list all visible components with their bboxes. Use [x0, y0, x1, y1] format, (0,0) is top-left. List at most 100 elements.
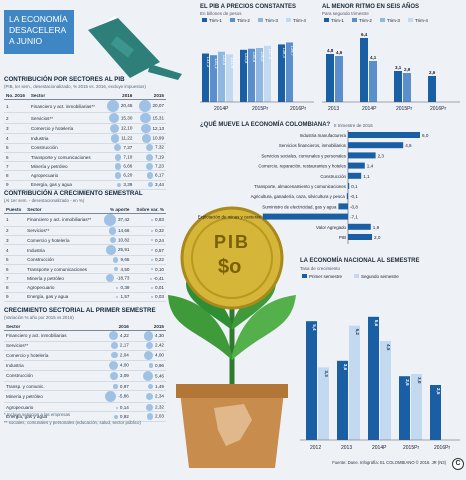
cell-text: 7: [6, 163, 9, 169]
legend-swatch: [258, 18, 263, 22]
value-bubble: [111, 351, 118, 359]
table-cell: Servicios**: [25, 226, 100, 236]
semester-chart: Primer semestre Segundo semestre 5,4 3,3 201…: [300, 274, 460, 451]
table-header: Puesto Sector% aporte Sobre var. %: [4, 205, 166, 215]
cell-text: Agropecuario: [6, 404, 34, 410]
table-cell: 2,03: [130, 411, 166, 422]
value-bubble: [108, 112, 119, 124]
value-bubble: [147, 383, 154, 390]
table-row: 3 Comercio y hotelería 10,82 0,24: [4, 235, 166, 246]
legend-swatch: [324, 18, 329, 22]
coin-text: PIB: [214, 232, 251, 252]
growth-subtitle: (Al 1er sem. - desestacionalizado - en %…: [4, 198, 85, 203]
moves-category: PIB: [339, 235, 346, 240]
cell-text: 8: [6, 285, 9, 291]
cell-text: 14,66: [117, 228, 130, 234]
cell-text: Comercio y hotelería: [27, 237, 70, 243]
moves-value: 1,4: [367, 164, 374, 169]
semester-bar-label: 3,6: [343, 364, 348, 371]
table-cell: 0,10: [131, 264, 166, 275]
legend-swatch: [286, 18, 291, 22]
cell-text: 3: [6, 237, 9, 243]
value-bubble: [110, 134, 120, 143]
header-cell: 2015: [134, 91, 166, 101]
table-cell: 4,22: [93, 330, 131, 342]
slow-bar-label: 4,8: [327, 48, 334, 53]
value-bubble: [115, 406, 118, 409]
value-bubble: [114, 267, 119, 272]
cell-text: 20,07: [152, 103, 165, 109]
table-cell: 7,32: [134, 143, 166, 154]
table-row: 5 Construcción 9,65 0,22: [4, 255, 166, 266]
table-cell: 3,39: [102, 180, 135, 190]
table-cell: 2,04: [93, 350, 131, 361]
cell-text: 1,49: [155, 383, 164, 389]
header-cell: Sobre var. %: [131, 205, 166, 215]
value-bubble: [142, 370, 154, 382]
table-row: Industria 4,00 0,96: [4, 360, 166, 371]
value-bubble: [113, 384, 118, 389]
value-bubble: [109, 124, 119, 134]
value-bubble: [114, 172, 122, 179]
value-bubble: [151, 239, 154, 242]
cell-text: 4,00: [119, 362, 129, 368]
slow-bar-label: 4,1: [370, 55, 377, 60]
cell-text: 0,10: [155, 266, 164, 272]
pib-bar: [286, 42, 293, 102]
table-cell: Transporte y comunicaciones: [28, 152, 103, 163]
pib-category: 2015Pr: [252, 106, 268, 112]
semester-bar-label: 2,5: [436, 388, 441, 395]
semester-subtitle: Tasa de crecimiento: [300, 266, 341, 271]
cell-text: Transporte y comunicaciones: [30, 154, 91, 160]
table-cell: Comercio y hotelería: [28, 123, 103, 135]
pib-bar-label: 132,3: [206, 57, 211, 68]
moves-value: 1,1: [363, 174, 370, 179]
table-cell: 0,92: [93, 411, 131, 422]
sectors-table: No. 2016 Sector 2016 2015 1 Financiero y act.…: [4, 91, 166, 190]
cell-text: 6: [6, 154, 9, 160]
semester-bar-label: 5,2: [355, 329, 360, 336]
pib-bar: [218, 51, 225, 102]
cell-text: 7,37: [123, 145, 133, 151]
cell-text: Energía, gas y agua: [6, 414, 48, 420]
table-cell: 4: [4, 244, 26, 256]
cell-text: 1: [6, 103, 9, 109]
value-bubble: [112, 256, 119, 263]
cell-text: 2: [6, 115, 9, 121]
cell-text: 0,22: [155, 257, 164, 263]
table-cell: Minería y petróleo: [4, 390, 94, 404]
cell-text: Minería y petróleo: [30, 163, 68, 169]
table-cell: Construcción: [4, 370, 94, 383]
cell-text: 7,23: [155, 163, 164, 169]
table-cell: Industria: [28, 133, 103, 144]
moves-bar: [348, 223, 371, 230]
table-cell: Transp. y comunic.: [4, 381, 94, 392]
coin-icon: [180, 206, 284, 310]
value-bubble: [109, 236, 116, 244]
table-row: Construcción 3,09 5,46: [4, 370, 166, 383]
table-cell: Construcción: [25, 255, 100, 266]
value-bubble: [151, 230, 154, 233]
semester-category: 2016Pr: [434, 445, 450, 451]
table-row: 7 Minería y petróleo 6,66 7,23: [4, 161, 166, 172]
value-bubble: [106, 274, 115, 283]
header-cell: Sector: [4, 322, 94, 332]
table-cell: 0,39: [99, 282, 132, 293]
table-cell: 0,22: [131, 255, 166, 266]
cell-text: 9: [6, 294, 9, 300]
slow-bar: [428, 76, 436, 102]
cell-text: 4,30: [155, 333, 164, 339]
note-1: * Incluye servicios a las empresas: [4, 412, 71, 417]
cell-text: Energía, gas y agua: [30, 182, 72, 188]
value-bubble: [148, 363, 154, 368]
value-bubble: [144, 350, 154, 360]
legend-label: Trim-4: [293, 18, 306, 23]
cell-text: Construcción: [6, 373, 33, 379]
semester-bar-label: 5,6: [374, 320, 379, 327]
table-cell: Agropecuario: [25, 282, 100, 293]
legend-swatch: [354, 274, 359, 278]
plant-icon: [168, 282, 296, 420]
moves-category: Suministro de electricidad, gas y agua: [262, 204, 337, 209]
table-cell: Servicios**: [28, 112, 103, 125]
